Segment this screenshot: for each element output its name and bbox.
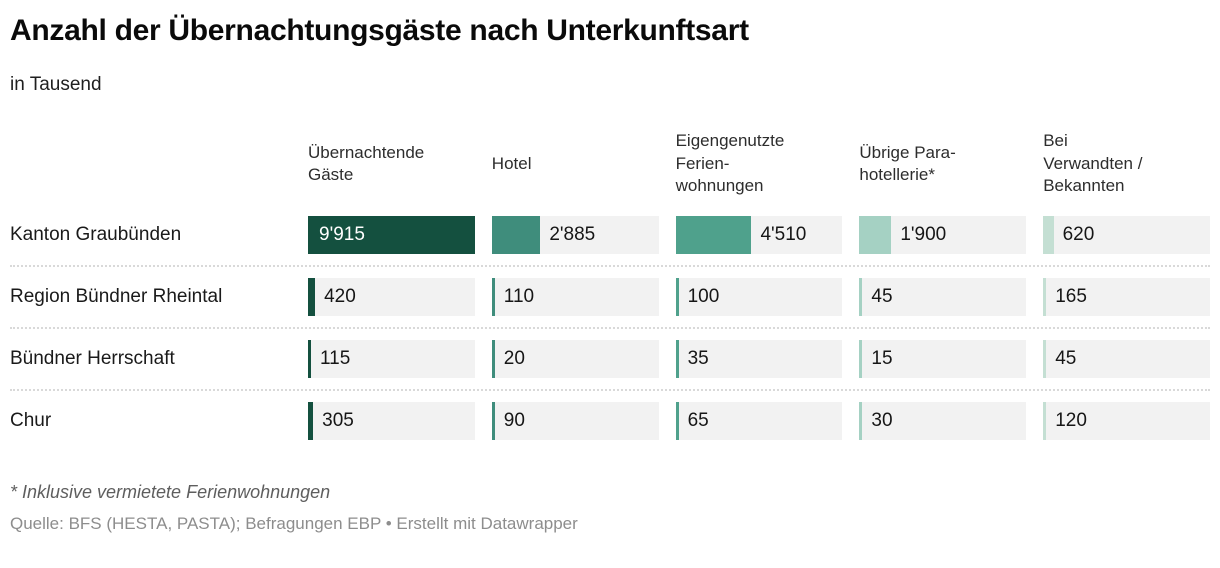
bar-cell: 65 xyxy=(675,402,843,440)
bar-value: 35 xyxy=(687,348,709,369)
chart-container: Anzahl der Übernachtungsgäste nach Unter… xyxy=(10,14,1210,533)
bar xyxy=(1043,278,1047,316)
column-header: Hotel xyxy=(491,153,532,173)
row-header: Bündner Herrschaft xyxy=(10,348,175,369)
bar-cell: 120 xyxy=(1043,402,1210,440)
bar-value: 2'885 xyxy=(549,224,596,245)
bar-value: 45 xyxy=(1055,348,1077,369)
bar-cell: 30 xyxy=(859,402,1027,440)
data-table: Übernachtende Gäste Hotel Eigengenutzte Fe… xyxy=(10,120,1210,440)
bar-value: 15 xyxy=(871,348,893,369)
bar xyxy=(675,340,679,378)
chart-subtitle: in Tausend xyxy=(10,74,102,95)
bar-value: 620 xyxy=(1062,224,1095,245)
bar xyxy=(859,340,863,378)
row-separator xyxy=(10,389,1210,391)
source-line: Quelle: BFS (HESTA, PASTA); Befragungen … xyxy=(10,514,578,533)
bar-cell: 110 xyxy=(491,278,659,316)
bar xyxy=(491,216,541,254)
column-header: Bei Verwandten / Bekannten xyxy=(1043,131,1143,196)
table-body: Kanton Graubünden 9'915 2'885 4'510 1'900 620… xyxy=(10,216,1210,440)
bar-value: 115 xyxy=(320,348,351,369)
bar-cell: 1'900 xyxy=(859,216,1027,254)
bar xyxy=(308,278,316,316)
column-header: Eigengenutzte Ferien- wohnungen xyxy=(675,131,785,196)
column-header: Übrige Para- hotellerie* xyxy=(859,142,956,184)
footnote: * Inklusive vermietete Ferienwohnungen xyxy=(10,482,331,502)
row-separator xyxy=(10,327,1210,329)
bar-cell: 2'885 xyxy=(491,216,659,254)
bar-value: 45 xyxy=(871,286,893,307)
bar-cell: 45 xyxy=(859,278,1027,316)
bar xyxy=(1043,402,1047,440)
bar xyxy=(675,402,679,440)
bar-cell: 620 xyxy=(1043,216,1210,254)
bar-cell: 45 xyxy=(1043,340,1210,378)
bar-cell: 305 xyxy=(308,402,475,440)
bar xyxy=(675,216,752,254)
bar-value: 100 xyxy=(687,286,720,307)
bar-cell: 100 xyxy=(675,278,843,316)
bar-value: 1'900 xyxy=(900,224,947,245)
bar-value: 90 xyxy=(503,410,525,431)
bar-cell: 4'510 xyxy=(675,216,843,254)
bar-cell: 35 xyxy=(675,340,843,378)
column-header-row: Übernachtende Gäste Hotel Eigengenutzte Fe… xyxy=(10,120,1210,208)
bar xyxy=(1043,216,1054,254)
bar-cell: 165 xyxy=(1043,278,1210,316)
bar-cell: 90 xyxy=(491,402,659,440)
bar xyxy=(859,278,863,316)
bar-cell: 420 xyxy=(308,278,475,316)
row-separator xyxy=(10,265,1210,267)
bar xyxy=(859,402,863,440)
row-header: Region Bündner Rheintal xyxy=(10,286,223,307)
bar-cell: 15 xyxy=(859,340,1027,378)
bar-cell: 9'915 xyxy=(308,216,475,254)
table-row: Region Bündner Rheintal 420 110 100 45 165 xyxy=(10,278,1210,316)
bar-cell: 115 xyxy=(308,340,475,378)
chart-title: Anzahl der Übernachtungsgäste nach Unter… xyxy=(10,14,749,47)
bar-value: 110 xyxy=(503,286,535,307)
bar-value: 9'915 xyxy=(319,224,365,245)
bar-value: 120 xyxy=(1055,410,1087,431)
bar-cell: 20 xyxy=(491,340,659,378)
bar-value: 165 xyxy=(1055,286,1087,307)
bar xyxy=(308,340,311,378)
bar-value: 4'510 xyxy=(760,224,807,245)
bar-value: 305 xyxy=(322,410,354,431)
bar: 9'915 xyxy=(308,216,475,254)
column-header: Übernachtende Gäste xyxy=(308,142,425,184)
bar-value: 65 xyxy=(687,410,709,431)
bar xyxy=(1043,340,1047,378)
bar xyxy=(308,402,314,440)
bar xyxy=(491,402,495,440)
row-header: Chur xyxy=(10,410,52,431)
row-header: Kanton Graubünden xyxy=(10,224,182,245)
table-row: Bündner Herrschaft 115 20 35 15 45 xyxy=(10,340,1210,378)
table-row: Chur 305 90 65 30 120 xyxy=(10,402,1210,440)
bar xyxy=(859,216,892,254)
bar-value: 420 xyxy=(324,286,356,307)
bar-value: 20 xyxy=(503,348,525,369)
bar xyxy=(675,278,679,316)
table-row: Kanton Graubünden 9'915 2'885 4'510 1'900 620 xyxy=(10,216,1210,254)
bar-value: 30 xyxy=(871,410,893,431)
bar xyxy=(491,278,495,316)
bar xyxy=(491,340,495,378)
